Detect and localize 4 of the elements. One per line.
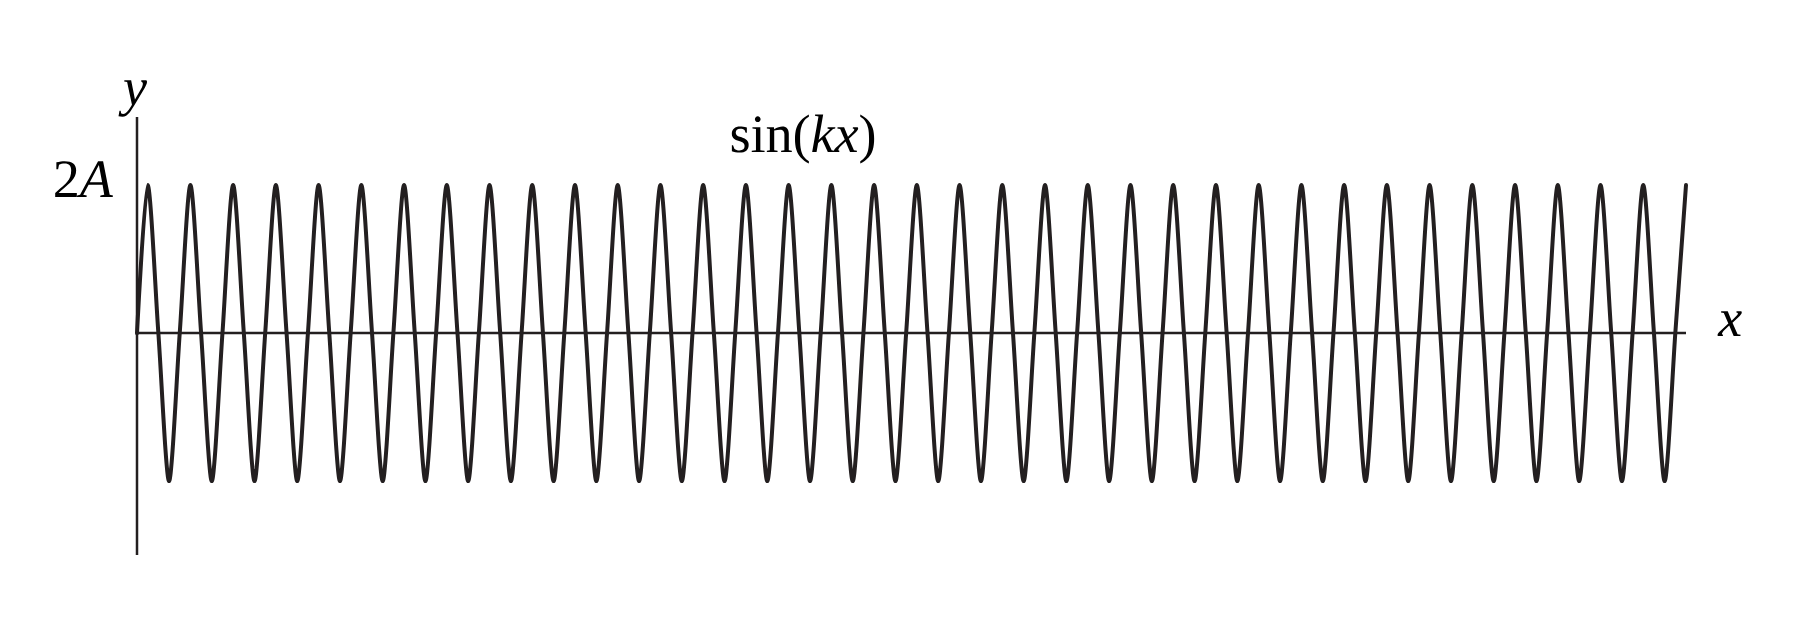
y-axis-title: y <box>118 80 148 117</box>
chart-title: sin(kx) <box>731 114 875 164</box>
text: $2A$ <box>55 161 113 197</box>
x-axis-title: x <box>1717 311 1742 337</box>
